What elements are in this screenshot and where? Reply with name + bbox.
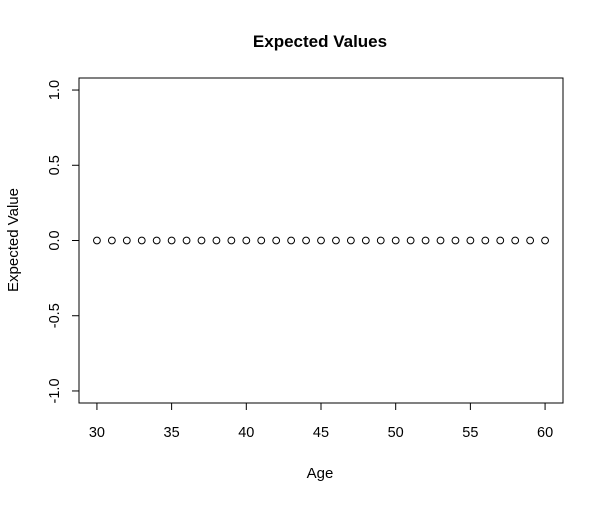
x-tick-label: 50 bbox=[388, 425, 404, 441]
data-point bbox=[227, 236, 236, 245]
x-tick-label: 30 bbox=[89, 425, 105, 441]
x-tick-label: 60 bbox=[537, 425, 553, 441]
x-axis: 30 35 40 45 50 55 60 bbox=[89, 402, 553, 441]
y-tick-label: -1.0 bbox=[47, 378, 63, 403]
data-point bbox=[436, 236, 445, 245]
data-point bbox=[257, 236, 266, 245]
data-point bbox=[93, 236, 101, 245]
data-point bbox=[182, 236, 191, 245]
x-tick-label: 45 bbox=[313, 425, 329, 441]
data-point bbox=[361, 236, 370, 245]
y-axis-label: Expected Value bbox=[5, 188, 22, 292]
data-point bbox=[122, 236, 131, 245]
x-tick-label: 40 bbox=[238, 425, 254, 441]
data-point bbox=[137, 236, 146, 245]
x-tick-label: 55 bbox=[462, 425, 478, 441]
data-point bbox=[391, 236, 400, 245]
data-point bbox=[511, 236, 520, 245]
data-point bbox=[107, 236, 116, 245]
data-point bbox=[197, 236, 206, 245]
chart-title: Expected Values bbox=[253, 32, 387, 51]
y-axis: -1.0 -0.5 0.0 0.5 1.0 bbox=[47, 80, 80, 403]
data-point bbox=[466, 236, 475, 245]
data-point bbox=[317, 236, 325, 245]
data-point bbox=[242, 236, 251, 245]
data-point bbox=[406, 236, 415, 245]
x-axis-label: Age bbox=[307, 465, 334, 482]
data-points bbox=[93, 236, 549, 245]
data-point bbox=[272, 236, 281, 245]
data-point bbox=[376, 236, 385, 245]
data-point bbox=[496, 236, 505, 245]
y-tick-label: 0.0 bbox=[47, 230, 63, 250]
data-point bbox=[526, 236, 535, 245]
data-point bbox=[481, 236, 490, 245]
data-point bbox=[541, 236, 549, 245]
y-tick-label: 0.5 bbox=[47, 155, 63, 175]
data-point bbox=[152, 236, 161, 245]
data-point bbox=[167, 236, 176, 245]
data-point bbox=[451, 236, 460, 245]
y-tick-label: 1.0 bbox=[47, 80, 63, 100]
plot-box bbox=[78, 77, 564, 404]
data-point bbox=[421, 236, 430, 245]
data-point bbox=[332, 236, 340, 245]
data-point bbox=[302, 236, 310, 245]
data-point bbox=[346, 236, 355, 245]
data-point bbox=[287, 236, 296, 245]
y-tick-label: -0.5 bbox=[47, 303, 63, 328]
data-point bbox=[212, 236, 221, 245]
x-tick-label: 35 bbox=[164, 425, 180, 441]
